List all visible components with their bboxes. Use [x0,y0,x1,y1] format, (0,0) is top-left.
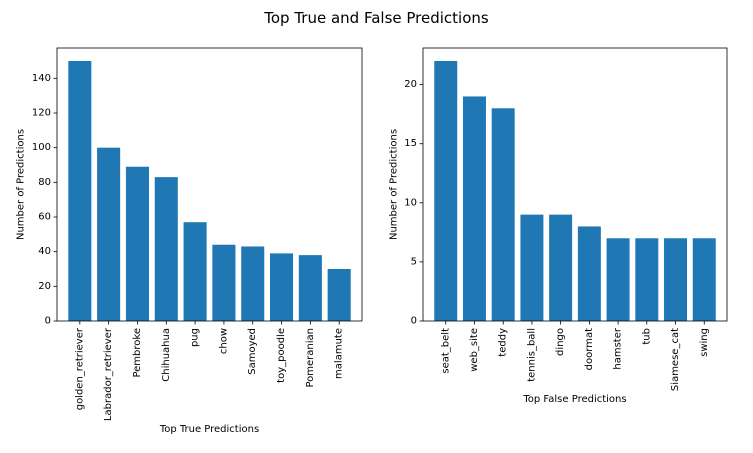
x-tick-label-true: pug [190,328,201,347]
x-tick-label-false: swing [699,328,710,357]
x-tick-label-false: seat_belt [440,328,451,374]
y-axis-label-false: Number of Predictions [389,129,400,240]
bar-false-teddy [491,108,515,322]
bar-false-doormat [577,226,601,321]
y-tick-label-false: 10 [404,197,417,208]
y-axis-label-true: Number of Predictions [16,129,27,240]
x-tick-label-true: Pomeranian [305,328,316,388]
bar-true-chow [212,244,236,321]
x-tick-label-true: toy_poodle [276,328,287,383]
bar-false-web_site [462,96,486,321]
bar-false-tennis_ball [520,214,544,321]
y-tick-label-false: 15 [404,138,417,149]
bar-false-Siamese_cat [664,238,688,321]
axes-frame-true [56,47,363,322]
bar-true-toy_poodle [270,253,294,321]
bar-true-Chihuahua [154,177,178,321]
x-tick-label-false: teddy [498,328,509,357]
y-tick-label-true: 80 [38,177,51,188]
y-tick-label-true: 60 [38,212,51,223]
bar-false-tub [635,238,659,321]
figure-title: Top True and False Predictions [264,9,489,27]
y-tick-label-true: 140 [32,73,51,84]
bar-true-Labrador_retriever [97,147,121,321]
y-tick-label-false: 20 [404,79,417,90]
x-tick-label-true: chow [218,328,229,354]
bar-true-Pomeranian [298,255,322,321]
bar-false-dingo [549,214,573,321]
chart-panel-false: 0 5 10 15 20 seat_belt web_site teddy tennis_bal… [389,47,728,405]
chart-panel-true: 0 20 40 60 80 100 120 140 golden_retriever Labrad… [16,47,363,435]
bar-true-pug [183,222,207,321]
y-tick-label-true: 100 [32,142,51,153]
x-tick-label-false: Siamese_cat [670,328,681,391]
x-tick-label-true: malamute [334,328,345,379]
bar-false-hamster [606,238,630,321]
x-tick-label-false: hamster [613,327,624,369]
x-tick-label-true: Chihuahua [161,328,172,382]
x-tick-label-false: web_site [469,328,480,372]
y-tick-label-true: 0 [45,316,51,327]
y-tick-label-true: 40 [38,246,51,257]
x-axis-label-false: Top False Predictions [522,394,626,405]
y-tick-label-false: 0 [411,316,417,327]
axes-frame-false [422,47,728,322]
x-tick-label-true: Pembroke [132,328,143,378]
x-tick-label-false: tub [641,328,652,345]
x-axis-label-true: Top True Predictions [159,424,259,435]
bar-true-golden_retriever [68,61,92,321]
bar-false-seat_belt [434,61,458,321]
bar-true-Pembroke [125,166,149,321]
bar-true-Samoyed [241,246,265,321]
bar-true-malamute [327,269,351,321]
y-tick-label-false: 5 [411,256,417,267]
x-tick-label-false: tennis_ball [526,328,537,382]
y-tick-label-true: 20 [38,281,51,292]
x-tick-label-false: doormat [584,328,595,370]
x-tick-label-false: dingo [555,328,566,356]
y-tick-label-true: 120 [32,108,51,119]
bar-false-swing [692,238,716,321]
x-tick-label-true: golden_retriever [74,327,85,410]
x-tick-label-true: Labrador_retriever [103,327,114,421]
x-tick-label-true: Samoyed [247,328,258,375]
